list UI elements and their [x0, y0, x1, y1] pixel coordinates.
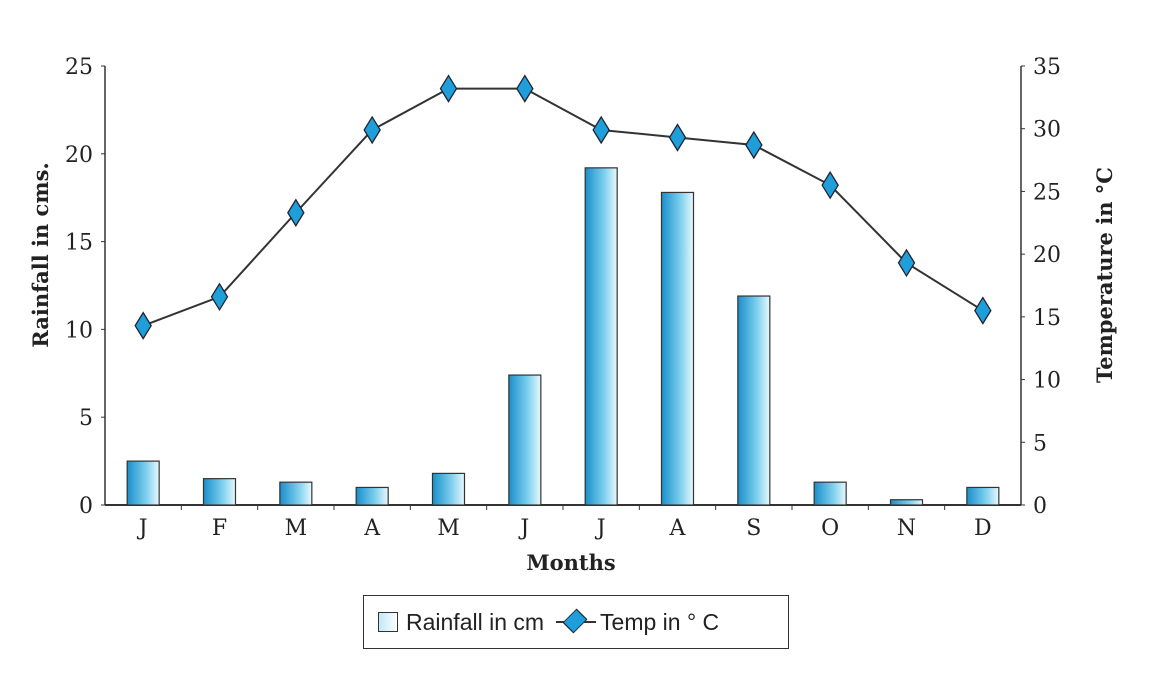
rainfall-bar: [202, 478, 237, 506]
x-axis-label: Months: [526, 550, 615, 575]
x-tick-label: O: [821, 516, 839, 541]
y-tick-label-right: 30: [1033, 118, 1061, 143]
x-tick-label: S: [746, 516, 761, 541]
x-tick-label: D: [974, 516, 992, 541]
temperature-marker: [974, 296, 992, 325]
y-tick-label-left: 15: [65, 231, 93, 256]
temperature-marker: [287, 198, 305, 227]
temperature-marker: [210, 282, 229, 312]
x-tick-label: A: [363, 516, 381, 541]
y-tick-label-right: 5: [1033, 431, 1047, 456]
rainfall-bar: [431, 472, 466, 506]
rainfall-bar: [737, 295, 771, 506]
temperature-marker: [516, 74, 534, 103]
rainfall-bar: [813, 481, 847, 506]
rainfall-bar: [584, 167, 618, 506]
x-tick-label: A: [669, 516, 687, 541]
temperature-marker: [592, 115, 610, 145]
rainfall-bar: [126, 460, 160, 506]
x-tick-label: J: [518, 516, 529, 541]
legend-rainfall-label: Rainfall in cm: [406, 608, 545, 635]
y-tick-label-right: 15: [1033, 306, 1061, 331]
y-tick-label-right: 25: [1033, 180, 1061, 205]
temperature-marker: [134, 311, 152, 340]
y-tick-label-left: 5: [79, 406, 93, 431]
rainfall-bar: [279, 481, 313, 506]
legend-rainfall-swatch: [378, 612, 398, 632]
y-tick-label-left: 0: [79, 494, 93, 519]
rainfall-bar: [889, 499, 924, 506]
y-tick-label-right: 20: [1033, 243, 1061, 268]
x-tick-label: J: [595, 516, 606, 541]
x-tick-label: M: [437, 516, 460, 541]
temperature-marker: [821, 170, 839, 200]
rainfall-bar: [660, 191, 695, 506]
y-tick-label-left: 20: [65, 143, 93, 168]
temperature-marker: [897, 248, 916, 278]
legend-temp-label: Temp in ° C: [600, 608, 720, 635]
y-axis-label-right: Temperature in °C: [1092, 167, 1117, 383]
legend: Rainfall in cm Temp in ° C: [363, 595, 789, 649]
y-tick-label-right: 35: [1033, 55, 1061, 80]
x-tick-label: M: [285, 516, 308, 541]
temperature-marker: [745, 130, 763, 160]
x-tick-label: F: [212, 516, 227, 541]
rainfall-bar: [355, 486, 389, 506]
temperature-marker: [439, 74, 458, 103]
y-tick-label-left: 25: [65, 55, 93, 80]
rainfall-bar: [508, 374, 542, 506]
legend-temp-swatch-icon: [556, 608, 597, 634]
temperature-marker: [668, 123, 687, 152]
y-tick-label-right: 0: [1033, 494, 1047, 519]
temperature-marker: [363, 115, 381, 145]
y-axis-label-left: Rainfall in cms.: [28, 162, 53, 347]
x-tick-label: J: [137, 516, 148, 541]
x-tick-label: N: [897, 516, 916, 541]
y-tick-label-right: 10: [1033, 369, 1061, 394]
temperature-line: [142, 87, 984, 327]
rainfall-bar: [966, 486, 1000, 506]
y-tick-label-left: 10: [65, 318, 93, 343]
